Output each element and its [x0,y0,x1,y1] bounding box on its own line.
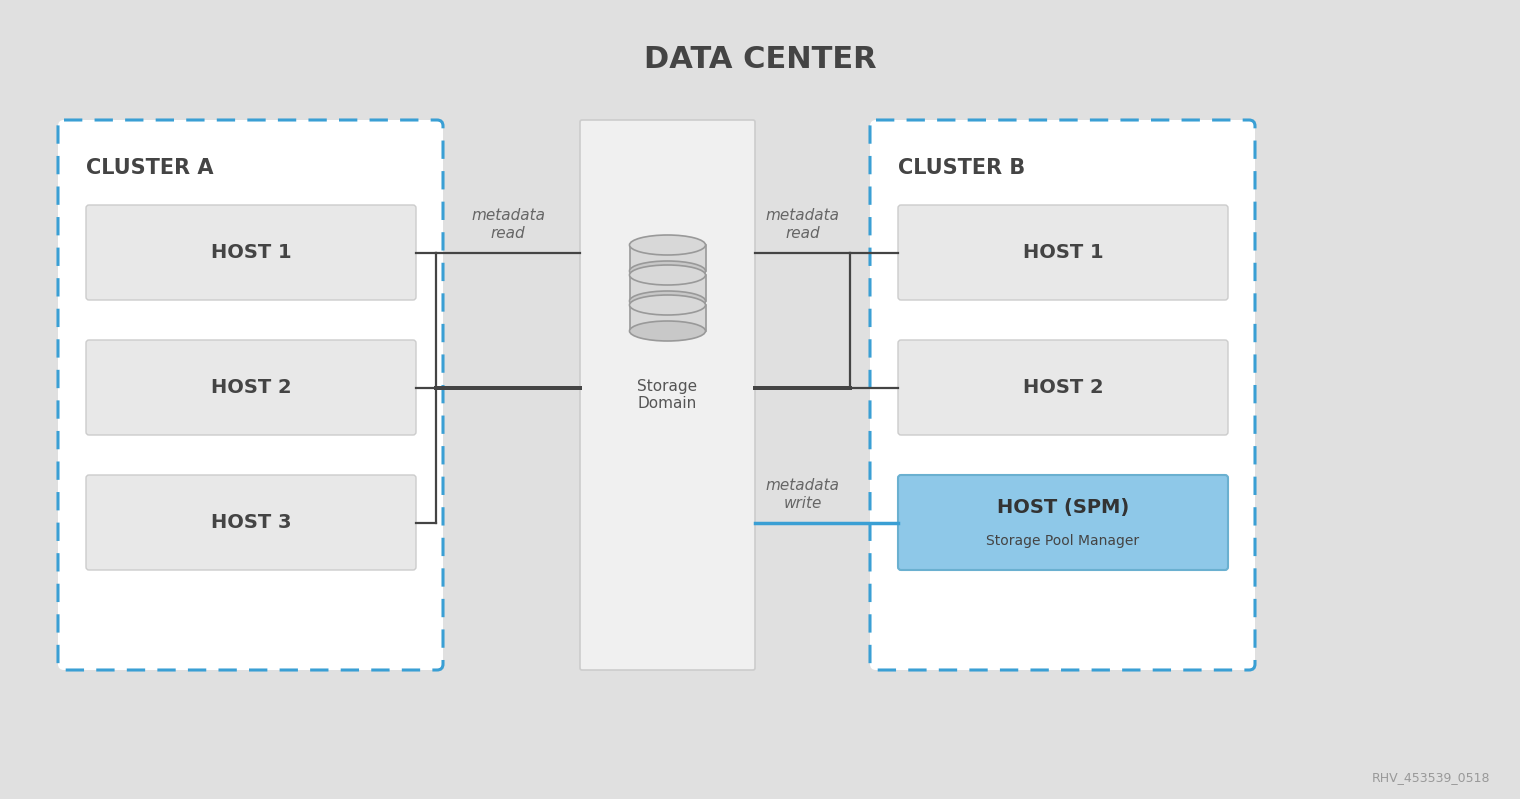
FancyBboxPatch shape [581,120,755,670]
Text: HOST 2: HOST 2 [1023,378,1104,397]
FancyBboxPatch shape [898,475,1228,570]
Polygon shape [629,245,705,271]
FancyBboxPatch shape [898,205,1228,300]
Ellipse shape [629,261,705,281]
Text: HOST 1: HOST 1 [211,243,292,262]
FancyBboxPatch shape [87,340,416,435]
Polygon shape [629,275,705,301]
Ellipse shape [629,265,705,285]
Text: Storage Pool Manager: Storage Pool Manager [986,535,1140,548]
Ellipse shape [629,235,705,255]
Text: Storage
Domain: Storage Domain [637,379,698,411]
FancyBboxPatch shape [898,340,1228,435]
FancyBboxPatch shape [58,120,442,670]
Text: HOST 1: HOST 1 [1023,243,1104,262]
Text: metadata
write: metadata write [766,479,839,511]
Ellipse shape [629,321,705,341]
Polygon shape [629,305,705,331]
Text: metadata
read: metadata read [471,209,546,240]
FancyBboxPatch shape [87,205,416,300]
FancyBboxPatch shape [869,120,1256,670]
Text: metadata
read: metadata read [766,209,839,240]
Ellipse shape [629,291,705,311]
Text: CLUSTER B: CLUSTER B [898,158,1026,178]
Text: RHV_453539_0518: RHV_453539_0518 [1371,772,1490,785]
FancyBboxPatch shape [87,475,416,570]
Text: HOST 3: HOST 3 [211,513,292,532]
Text: HOST 2: HOST 2 [211,378,292,397]
Text: CLUSTER A: CLUSTER A [87,158,213,178]
Text: DATA CENTER: DATA CENTER [643,46,877,74]
Ellipse shape [629,295,705,315]
Text: HOST (SPM): HOST (SPM) [997,498,1129,517]
